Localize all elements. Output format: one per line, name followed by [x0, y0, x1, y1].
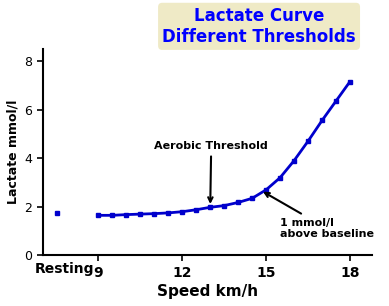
X-axis label: Speed km/h: Speed km/h	[157, 284, 258, 299]
Text: 1 mmol/l
above baseline: 1 mmol/l above baseline	[265, 193, 374, 239]
Text: Lactate Curve
Different Thresholds: Lactate Curve Different Thresholds	[162, 7, 356, 46]
Y-axis label: Lactate mmol/l: Lactate mmol/l	[7, 100, 20, 204]
Text: Aerobic Threshold: Aerobic Threshold	[154, 141, 268, 202]
Text: Resting: Resting	[35, 262, 95, 276]
